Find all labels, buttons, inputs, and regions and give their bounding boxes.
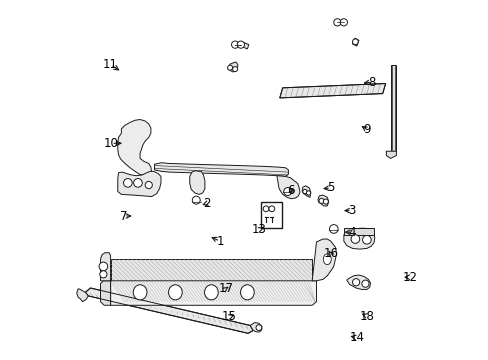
Circle shape: [99, 262, 107, 271]
Polygon shape: [317, 195, 328, 206]
Polygon shape: [77, 289, 88, 302]
Polygon shape: [279, 84, 385, 98]
Text: 4: 4: [348, 226, 356, 239]
Circle shape: [362, 235, 370, 244]
Ellipse shape: [240, 285, 254, 300]
Circle shape: [302, 189, 306, 194]
Circle shape: [318, 198, 324, 203]
Polygon shape: [386, 151, 396, 158]
Circle shape: [350, 235, 359, 243]
Polygon shape: [154, 163, 288, 176]
Bar: [110, 259, 311, 281]
Text: 8: 8: [368, 76, 375, 89]
Polygon shape: [110, 281, 316, 305]
Polygon shape: [276, 176, 299, 199]
Circle shape: [227, 65, 232, 70]
Text: 11: 11: [103, 58, 118, 71]
Circle shape: [133, 179, 142, 187]
Circle shape: [323, 199, 328, 204]
Polygon shape: [101, 253, 110, 281]
Ellipse shape: [168, 285, 182, 300]
Polygon shape: [227, 62, 238, 72]
Polygon shape: [352, 38, 358, 46]
Circle shape: [283, 188, 291, 195]
Ellipse shape: [323, 254, 330, 265]
Ellipse shape: [204, 285, 218, 300]
Circle shape: [231, 41, 238, 48]
Text: 3: 3: [347, 204, 355, 217]
Text: 2: 2: [203, 197, 210, 210]
Text: 9: 9: [363, 123, 370, 136]
Polygon shape: [242, 42, 248, 49]
Circle shape: [306, 191, 310, 195]
Circle shape: [268, 206, 274, 212]
Circle shape: [123, 179, 132, 187]
Circle shape: [263, 206, 268, 212]
Text: 15: 15: [222, 310, 236, 323]
Text: 14: 14: [348, 331, 364, 344]
Circle shape: [352, 39, 358, 45]
Text: 1: 1: [216, 235, 224, 248]
Text: 18: 18: [359, 310, 374, 323]
Circle shape: [340, 19, 347, 26]
Polygon shape: [390, 65, 396, 151]
Polygon shape: [343, 228, 373, 235]
Circle shape: [192, 196, 200, 204]
Circle shape: [329, 225, 337, 233]
Polygon shape: [343, 228, 374, 249]
Text: 13: 13: [251, 223, 266, 236]
Bar: [261, 202, 282, 228]
Circle shape: [352, 279, 359, 286]
Text: 16: 16: [323, 247, 338, 260]
Circle shape: [100, 271, 107, 278]
Text: 17: 17: [218, 282, 233, 295]
Circle shape: [145, 181, 152, 189]
Text: 5: 5: [326, 181, 334, 194]
Polygon shape: [118, 171, 161, 197]
Text: 12: 12: [402, 271, 417, 284]
Polygon shape: [250, 323, 261, 332]
Polygon shape: [101, 281, 110, 305]
Polygon shape: [302, 186, 310, 197]
Polygon shape: [346, 275, 370, 289]
Polygon shape: [311, 239, 336, 281]
Polygon shape: [118, 120, 151, 176]
Circle shape: [256, 325, 261, 330]
Circle shape: [333, 19, 340, 26]
Circle shape: [232, 67, 237, 72]
Ellipse shape: [133, 285, 146, 300]
Text: 10: 10: [103, 137, 119, 150]
Text: 7: 7: [120, 210, 127, 222]
Text: 6: 6: [286, 184, 294, 197]
Polygon shape: [85, 288, 253, 333]
Circle shape: [361, 280, 368, 287]
Circle shape: [237, 41, 244, 48]
Polygon shape: [189, 171, 204, 194]
